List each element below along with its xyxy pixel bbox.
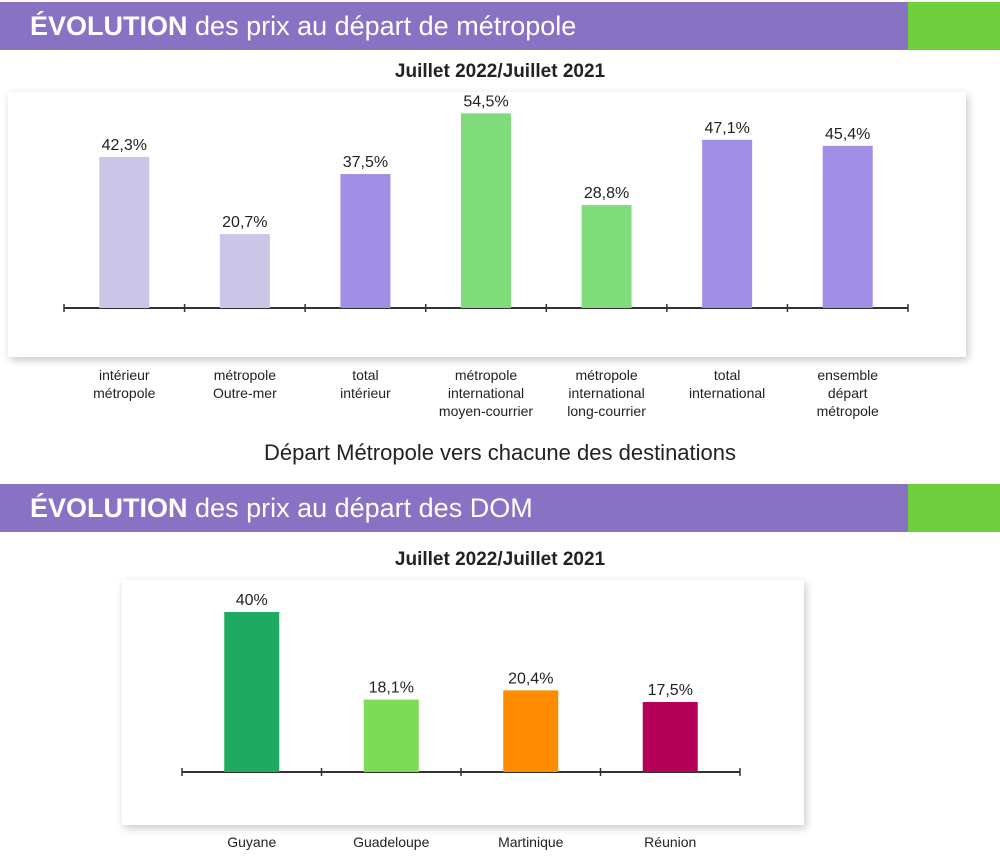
section2-title: ÉVOLUTION des prix au départ des DOM <box>30 484 533 532</box>
category-label-line: international <box>689 385 765 401</box>
chart2-value-label: 17,5% <box>648 682 693 699</box>
chart2-bar <box>642 702 698 772</box>
category-label-line: métropole <box>817 403 879 419</box>
category-label-line: Guyane <box>227 834 276 850</box>
category-label-line: international <box>568 385 644 401</box>
chart1-category-label: total intérieur <box>340 367 391 401</box>
category-label-line: total <box>714 367 740 383</box>
chart1-value-label: 20,7% <box>222 214 267 231</box>
section2-title-rest: des prix au départ des DOM <box>195 493 533 523</box>
category-label-line: ensemble <box>817 367 878 383</box>
chart1-category-label: intérieur métropole <box>93 367 155 401</box>
category-label-line: long-courrier <box>567 403 646 419</box>
chart2-bar <box>224 612 280 772</box>
chart2-category-label: Réunion <box>644 834 696 850</box>
chart1-category-label: métropole Outre-mer <box>213 367 277 401</box>
chart1-bar <box>219 234 270 308</box>
chart2-value-label: 20,4% <box>508 670 553 687</box>
chart1-bar <box>99 156 150 308</box>
section2-banner: ÉVOLUTION des prix au départ des DOM <box>0 484 1000 532</box>
category-label-line: Réunion <box>644 834 696 850</box>
category-label-line: métropole <box>455 367 517 383</box>
category-label-line: Outre-mer <box>213 385 277 401</box>
chart1-category-label: total international <box>689 367 765 401</box>
chart1-category-label: métropole international moyen-courrier <box>439 367 533 419</box>
chart1-value-label: 37,5% <box>343 154 388 171</box>
category-label-line: moyen-courrier <box>439 403 533 419</box>
section2-banner-accent <box>908 484 1000 532</box>
category-label-line: Martinique <box>498 834 564 850</box>
category-label-line: intérieur <box>340 385 391 401</box>
chart1-bar <box>340 174 391 308</box>
category-label-line: Guadeloupe <box>353 834 430 850</box>
chart1-value-label: 45,4% <box>825 126 870 143</box>
chart2-category-label: Guadeloupe <box>353 834 430 850</box>
chart2-category-label: Martinique <box>498 834 564 850</box>
chart1-value-label: 47,1% <box>704 120 749 137</box>
chart1-bar <box>461 113 511 308</box>
category-label-line: départ <box>828 385 868 401</box>
category-label-line: international <box>448 385 524 401</box>
chart2-bar <box>503 690 559 772</box>
chart1-category-label: métropole international long-courrier <box>567 367 646 419</box>
section1-title-bold: ÉVOLUTION <box>30 11 188 41</box>
section1-title-rest: des prix au départ de métropole <box>195 11 577 41</box>
chart2-bar <box>363 699 419 772</box>
chart1-bar <box>702 139 753 308</box>
category-label-line: métropole <box>575 367 637 383</box>
section1-banner: ÉVOLUTION des prix au départ de métropol… <box>0 2 1000 50</box>
chart1-value-label: 28,8% <box>584 185 629 202</box>
category-label-line: métropole <box>93 385 155 401</box>
chart1-value-label: 54,5% <box>463 93 508 110</box>
chart2-category-label: Guyane <box>227 834 276 850</box>
chart1-value-label: 42,3% <box>102 137 147 154</box>
chart1-bar <box>822 145 873 308</box>
chart1-bar <box>581 205 632 308</box>
section1-title: ÉVOLUTION des prix au départ de métropol… <box>30 2 576 50</box>
section2-title-bold: ÉVOLUTION <box>30 493 188 523</box>
section1-banner-accent <box>908 2 1000 50</box>
category-label-line: total <box>352 367 378 383</box>
chart1-caption: Départ Métropole vers chacune des destin… <box>263 440 737 465</box>
category-label-line: intérieur <box>99 367 150 383</box>
chart2-value-label: 18,1% <box>369 680 414 697</box>
chart1-category-label: ensemble départ métropole <box>817 367 879 419</box>
chart2-subtitle: Juillet 2022/Juillet 2021 <box>394 549 606 570</box>
chart1-subtitle: Juillet 2022/Juillet 2021 <box>394 61 606 82</box>
chart2-value-label: 40% <box>236 592 268 609</box>
category-label-line: métropole <box>214 367 276 383</box>
